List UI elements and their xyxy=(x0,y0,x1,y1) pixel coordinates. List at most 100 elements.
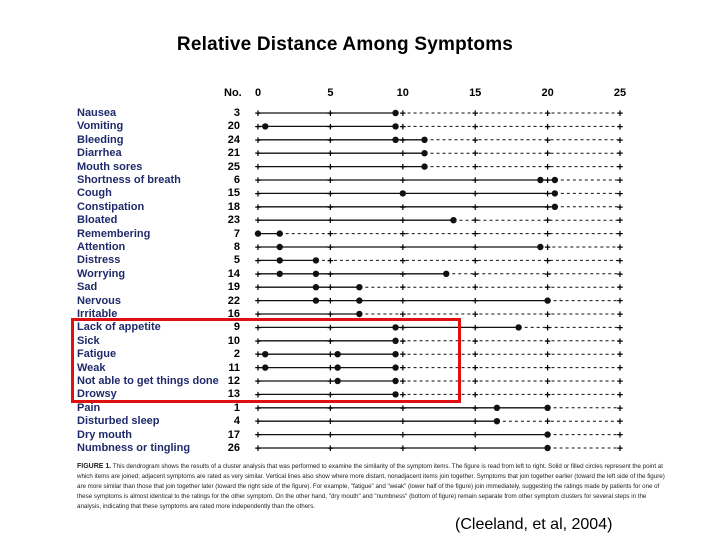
symptom-number: 24 xyxy=(227,133,240,146)
tick-plus-mark: + xyxy=(472,363,478,375)
join-point xyxy=(262,364,269,371)
tick-plus-mark: + xyxy=(472,416,478,428)
axis-tick-label: 15 xyxy=(469,87,482,99)
symptom-label: Sick xyxy=(77,334,100,347)
join-point xyxy=(392,123,399,130)
tick-plus-mark: + xyxy=(327,242,333,254)
highlight-box xyxy=(71,318,461,403)
tick-plus-mark: + xyxy=(400,376,406,388)
join-point xyxy=(312,297,320,304)
tick-plus-mark: + xyxy=(327,322,333,334)
tick-plus-mark: + xyxy=(255,309,261,321)
tick-plus-mark: + xyxy=(617,188,623,200)
tick-plus-mark: + xyxy=(255,255,261,267)
join-point xyxy=(399,190,406,197)
tick-plus-mark: + xyxy=(255,389,261,401)
tick-plus-mark: + xyxy=(472,255,478,267)
symptom-label: Weak xyxy=(77,361,106,374)
tick-plus-mark: + xyxy=(544,282,550,294)
tick-plus-mark: + xyxy=(617,175,623,187)
symptom-label: Pain xyxy=(77,401,101,414)
tick-plus-mark: + xyxy=(327,349,333,361)
tick-plus-mark: + xyxy=(400,349,406,361)
tick-plus-mark: + xyxy=(617,282,623,294)
symptom-label: Drowsy xyxy=(77,388,117,401)
join-point xyxy=(551,190,559,197)
tick-plus-mark: + xyxy=(617,430,623,442)
tick-plus-mark: + xyxy=(327,430,333,442)
join-point xyxy=(392,377,399,385)
tick-plus-mark: + xyxy=(255,162,261,174)
tick-plus-mark: + xyxy=(400,108,406,120)
tick-plus-mark: + xyxy=(544,162,550,174)
tick-plus-mark: + xyxy=(472,242,478,254)
join-point xyxy=(443,270,450,277)
figure-panel xyxy=(62,10,660,522)
tick-plus-mark: + xyxy=(400,229,406,241)
join-point xyxy=(254,230,262,237)
join-point xyxy=(537,243,544,251)
tick-plus-mark: + xyxy=(472,108,478,120)
symptom-label: Disturbed sleep xyxy=(77,415,160,428)
symptom-number: 20 xyxy=(227,120,240,133)
tick-plus-mark: + xyxy=(327,229,333,241)
tick-plus-mark: + xyxy=(255,202,261,214)
axis-tick-label: 20 xyxy=(541,87,554,99)
symptom-number: 17 xyxy=(227,428,240,441)
tick-plus-mark: + xyxy=(472,296,478,308)
symptom-label: Nervous xyxy=(77,294,122,307)
tick-plus-mark: + xyxy=(472,349,478,361)
symptom-label: Irritable xyxy=(77,308,118,320)
symptom-number: 14 xyxy=(227,267,240,280)
join-point xyxy=(276,230,283,237)
tick-plus-mark: + xyxy=(255,242,261,254)
tick-plus-mark: + xyxy=(327,416,333,428)
symptom-number: 15 xyxy=(227,187,240,200)
join-point xyxy=(392,351,399,358)
tick-plus-mark: + xyxy=(327,162,333,174)
tick-plus-mark: + xyxy=(617,255,623,267)
join-point xyxy=(276,270,283,277)
symptom-number: 26 xyxy=(227,442,240,454)
tick-plus-mark: + xyxy=(544,349,550,361)
join-point xyxy=(312,284,320,291)
symptom-number: 22 xyxy=(227,294,240,307)
tick-plus-mark: + xyxy=(255,376,261,388)
tick-plus-mark: + xyxy=(617,363,623,375)
tick-plus-mark: + xyxy=(327,389,333,401)
symptom-number: 4 xyxy=(233,415,240,428)
tick-plus-mark: + xyxy=(255,430,261,442)
join-point xyxy=(334,351,341,358)
tick-plus-mark: + xyxy=(617,162,623,174)
tick-plus-mark: + xyxy=(400,162,406,174)
join-point xyxy=(450,217,457,224)
tick-plus-mark: + xyxy=(544,202,550,214)
tick-plus-mark: + xyxy=(544,376,550,388)
tick-plus-mark: + xyxy=(255,108,261,120)
symptom-label: Bloated xyxy=(77,214,118,227)
tick-plus-mark: + xyxy=(617,443,623,455)
tick-plus-mark: + xyxy=(544,215,550,227)
symptom-number: 8 xyxy=(233,241,240,253)
join-point xyxy=(334,364,341,371)
tick-plus-mark: + xyxy=(617,269,623,281)
symptom-label: Numbness or tingling xyxy=(77,442,191,454)
join-point xyxy=(551,176,559,184)
join-point xyxy=(421,136,428,143)
join-point xyxy=(276,257,283,264)
tick-plus-mark: + xyxy=(472,148,478,160)
tick-plus-mark: + xyxy=(327,443,333,455)
join-point xyxy=(421,150,428,157)
symptom-label: Nausea xyxy=(77,107,117,119)
tick-plus-mark: + xyxy=(327,148,333,160)
axis-tick-label: 0 xyxy=(254,87,262,99)
tick-plus-mark: + xyxy=(400,443,406,455)
tick-plus-mark: + xyxy=(472,135,478,147)
tick-plus-mark: + xyxy=(327,188,333,200)
tick-plus-mark: + xyxy=(327,336,333,348)
tick-plus-mark: + xyxy=(544,309,550,321)
tick-plus-mark: + xyxy=(400,363,406,375)
join-point xyxy=(544,444,551,452)
caption-text: This dendrogram shows the results of a c… xyxy=(77,463,665,510)
tick-plus-mark: + xyxy=(472,282,478,294)
